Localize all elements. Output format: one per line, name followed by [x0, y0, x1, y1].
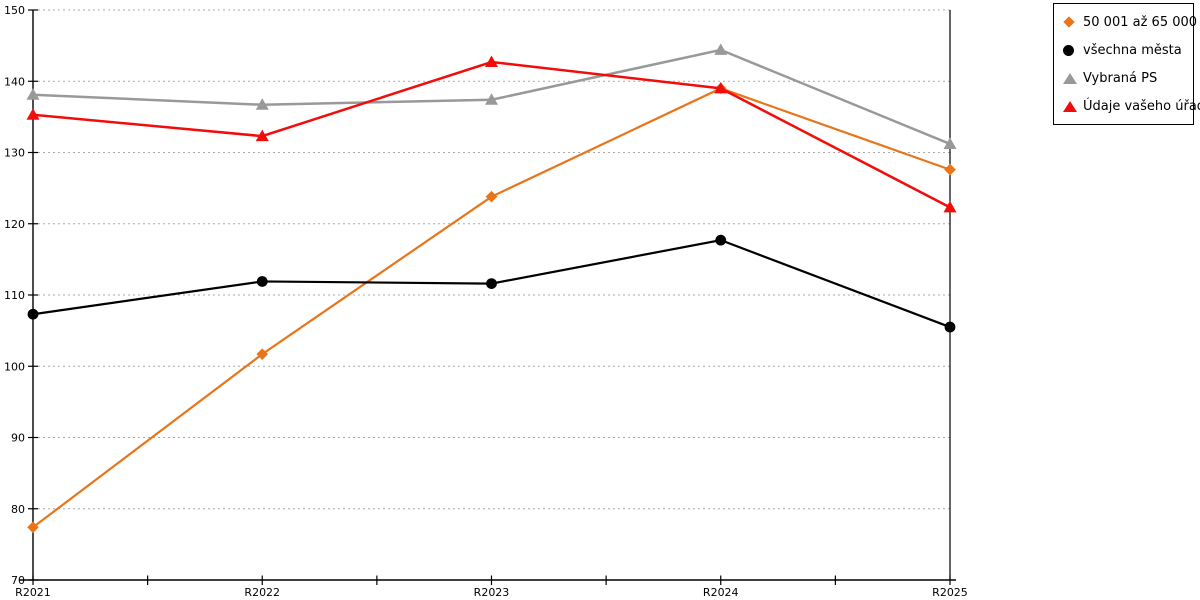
data-point-circle — [486, 278, 497, 289]
data-point-circle — [27, 308, 39, 320]
series-group — [26, 43, 957, 534]
legend-label: Údaje vašeho úřadu — [1083, 98, 1200, 114]
y-tick-label: 120 — [4, 218, 25, 231]
data-point-triangle — [714, 81, 728, 94]
series-3 — [26, 55, 957, 213]
series-line — [32, 60, 951, 209]
data-point-diamond — [256, 348, 269, 360]
triangle-marker-icon — [1063, 100, 1079, 112]
legend-item-3: Údaje vašeho úřadu — [1063, 93, 1200, 119]
x-tick-label: R2022 — [244, 586, 280, 599]
triangle-marker-shape — [1063, 100, 1077, 112]
legend-item-0: 50 001 až 65 000 — [1063, 9, 1197, 35]
series-1 — [27, 234, 956, 333]
y-tick-label: 130 — [4, 147, 25, 160]
diamond-marker-icon — [1063, 16, 1079, 28]
triangle-marker-icon — [1063, 72, 1079, 84]
series-0 — [27, 82, 956, 534]
x-tick-label: R2024 — [703, 586, 739, 599]
y-tick-label: 150 — [4, 4, 25, 17]
axes — [19, 9, 956, 585]
data-point-triangle — [485, 55, 498, 68]
triangle-marker-shape — [1063, 72, 1077, 84]
series-2 — [26, 43, 957, 149]
legend-box: 50 001 až 65 000 všechna města Vybraná PS Ú… — [1053, 3, 1200, 125]
legend-label: všechna města — [1083, 42, 1182, 58]
data-point-triangle — [255, 98, 269, 110]
legend-item-2: Vybraná PS — [1063, 65, 1193, 91]
legend-label: 50 001 až 65 000 — [1083, 14, 1198, 30]
data-point-diamond — [485, 190, 498, 203]
circle-marker-icon — [1063, 44, 1079, 56]
data-point-circle — [944, 321, 956, 333]
data-point-triangle — [255, 129, 269, 142]
axis-labels: 70 80 90 100 110 120 130 140 150 R2021 R2022 R2023 R… — [4, 4, 968, 599]
y-tick-label: 140 — [4, 75, 25, 88]
y-tick-label: 80 — [11, 503, 25, 516]
legend-item-1: všechna města — [1063, 37, 1193, 63]
data-point-circle — [715, 234, 727, 246]
y-tick-label: 70 — [11, 574, 25, 587]
y-tick-label: 100 — [4, 360, 25, 373]
diamond-marker-shape — [1063, 16, 1075, 28]
circle-marker-shape — [1063, 44, 1074, 56]
x-tick-label: R2023 — [474, 586, 510, 599]
x-tick-label: R2021 — [15, 586, 51, 599]
data-point-triangle — [943, 200, 957, 213]
data-point-diamond — [944, 163, 956, 176]
data-point-triangle — [943, 137, 957, 149]
y-tick-label: 110 — [4, 289, 25, 302]
gridlines — [33, 9, 950, 510]
data-point-triangle — [26, 88, 40, 100]
data-point-triangle — [485, 93, 498, 105]
y-tick-label: 90 — [11, 432, 25, 445]
series-line — [32, 87, 951, 529]
data-point-circle — [256, 276, 268, 287]
data-point-triangle — [714, 43, 728, 55]
x-tick-label: R2025 — [932, 586, 968, 599]
data-point-diamond — [27, 521, 39, 534]
legend-label: Vybraná PS — [1083, 70, 1158, 86]
data-point-triangle — [26, 108, 40, 120]
